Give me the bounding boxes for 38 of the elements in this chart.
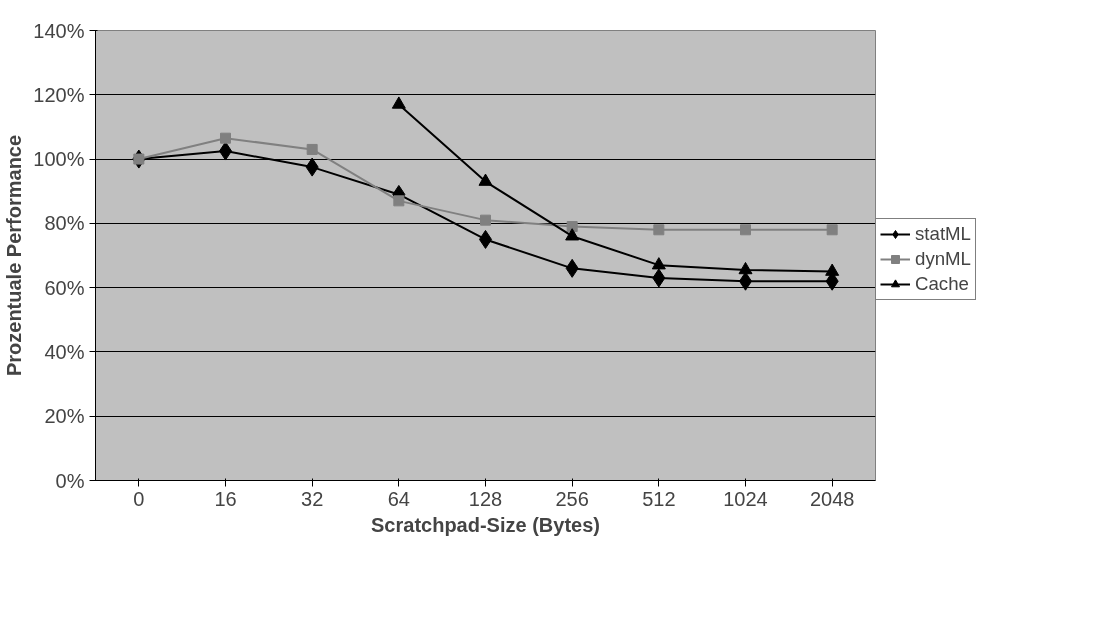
point [393, 195, 405, 207]
x-axis-title: Scratchpad-Size (Bytes) [371, 513, 600, 536]
point [826, 224, 838, 236]
y-tick-label: 80% [44, 212, 85, 235]
point [825, 263, 840, 276]
point [740, 224, 751, 236]
x-tick-label: 128 [468, 487, 503, 510]
y-tick-label: 40% [44, 340, 85, 363]
y-tick-label: 140% [33, 19, 85, 42]
y-tick-label: 60% [44, 276, 85, 299]
y-tick-label: 120% [33, 83, 85, 106]
y-tick-label: 0% [55, 469, 85, 492]
point [738, 261, 753, 275]
point [652, 268, 666, 288]
point [480, 214, 491, 226]
x-tick-label: 64 [387, 487, 410, 510]
point [565, 258, 579, 278]
x-tick-label: 2048 [809, 487, 855, 510]
point [565, 228, 580, 241]
y-tick-label: 20% [44, 405, 85, 428]
y-tick-label: 100% [33, 148, 85, 171]
x-tick-label: 512 [642, 487, 676, 510]
point [220, 132, 231, 144]
point [305, 157, 319, 177]
point [391, 96, 406, 109]
x-tick-label: 16 [214, 487, 237, 510]
y-axis-title: Prozentuale Performance [3, 134, 26, 377]
legend-label: dynML [915, 248, 971, 270]
legend-label: Cache [915, 273, 969, 295]
x-tick-label: 0 [133, 487, 145, 510]
point [651, 257, 666, 270]
point [653, 224, 665, 236]
point [306, 143, 318, 155]
x-tick-label: 32 [301, 487, 324, 510]
x-tick-label: 256 [555, 487, 589, 510]
point [478, 173, 493, 186]
legend-label: statML [915, 223, 971, 245]
x-tick-label: 1024 [723, 487, 768, 510]
